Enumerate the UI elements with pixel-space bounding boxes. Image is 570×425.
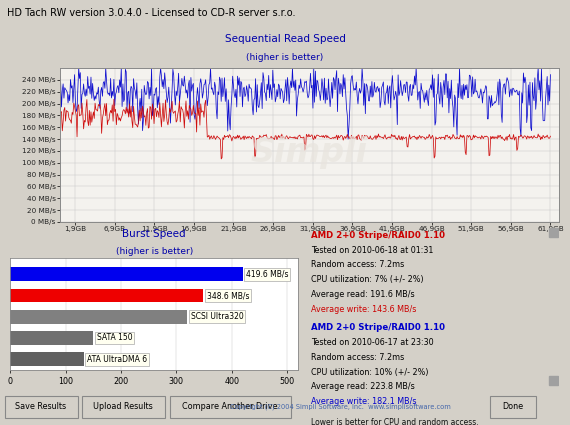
Text: Save Results: Save Results bbox=[15, 402, 67, 411]
Text: CPU utilization: 10% (+/- 2%): CPU utilization: 10% (+/- 2%) bbox=[311, 368, 429, 377]
Bar bbox=[10, 352, 84, 366]
Bar bbox=[10, 331, 93, 345]
Text: Burst Speed: Burst Speed bbox=[123, 229, 186, 239]
Text: 419.6 MB/s: 419.6 MB/s bbox=[246, 270, 288, 279]
Text: AMD 2+0 Stripe/RAID0 1.10: AMD 2+0 Stripe/RAID0 1.10 bbox=[311, 231, 445, 240]
Text: Lower is better for CPU and random access.: Lower is better for CPU and random acces… bbox=[311, 418, 479, 425]
Text: 348.6 MB/s: 348.6 MB/s bbox=[206, 291, 249, 300]
FancyBboxPatch shape bbox=[82, 396, 165, 418]
Text: SATA 150: SATA 150 bbox=[97, 334, 132, 343]
Text: Average write: 182.1 MB/s: Average write: 182.1 MB/s bbox=[311, 397, 417, 406]
FancyBboxPatch shape bbox=[169, 396, 291, 418]
Bar bbox=[10, 289, 203, 303]
Text: Average read: 223.8 MB/s: Average read: 223.8 MB/s bbox=[311, 382, 415, 391]
Text: Average read: 191.6 MB/s: Average read: 191.6 MB/s bbox=[311, 290, 415, 299]
Text: Done: Done bbox=[502, 402, 523, 411]
Text: (higher is better): (higher is better) bbox=[116, 247, 193, 256]
Text: CPU utilization: 7% (+/- 2%): CPU utilization: 7% (+/- 2%) bbox=[311, 275, 424, 284]
Text: AMD 2+0 Stripe/RAID0 1.10: AMD 2+0 Stripe/RAID0 1.10 bbox=[311, 323, 445, 332]
Text: Tested on 2010-06-18 at 01:31: Tested on 2010-06-18 at 01:31 bbox=[311, 246, 434, 255]
Text: Copyright (C) 2004 Simpli Software, Inc.  www.simplisoftware.com: Copyright (C) 2004 Simpli Software, Inc.… bbox=[230, 404, 450, 410]
Text: HD Tach RW version 3.0.4.0 - Licensed to CD-R server s.r.o.: HD Tach RW version 3.0.4.0 - Licensed to… bbox=[7, 8, 295, 18]
Text: SCSI Ultra320: SCSI Ultra320 bbox=[191, 312, 243, 321]
Text: Random access: 7.2ms: Random access: 7.2ms bbox=[311, 261, 405, 269]
Text: ATA UltraDMA 6: ATA UltraDMA 6 bbox=[87, 354, 147, 364]
Text: Simpli: Simpli bbox=[251, 136, 368, 169]
Bar bbox=[549, 376, 558, 385]
Bar bbox=[10, 267, 242, 281]
Text: Random access: 7.2ms: Random access: 7.2ms bbox=[311, 353, 405, 362]
FancyBboxPatch shape bbox=[5, 396, 78, 418]
Bar bbox=[549, 228, 558, 237]
Text: Compare Another Drive: Compare Another Drive bbox=[182, 402, 278, 411]
Text: (higher is better): (higher is better) bbox=[246, 53, 324, 62]
Text: Sequential Read Speed: Sequential Read Speed bbox=[225, 34, 345, 44]
Text: Tested on 2010-06-17 at 23:30: Tested on 2010-06-17 at 23:30 bbox=[311, 338, 434, 347]
Bar bbox=[10, 310, 188, 323]
FancyBboxPatch shape bbox=[490, 396, 535, 418]
Text: Average write: 143.6 MB/s: Average write: 143.6 MB/s bbox=[311, 305, 417, 314]
Text: Upload Results: Upload Results bbox=[93, 402, 153, 411]
